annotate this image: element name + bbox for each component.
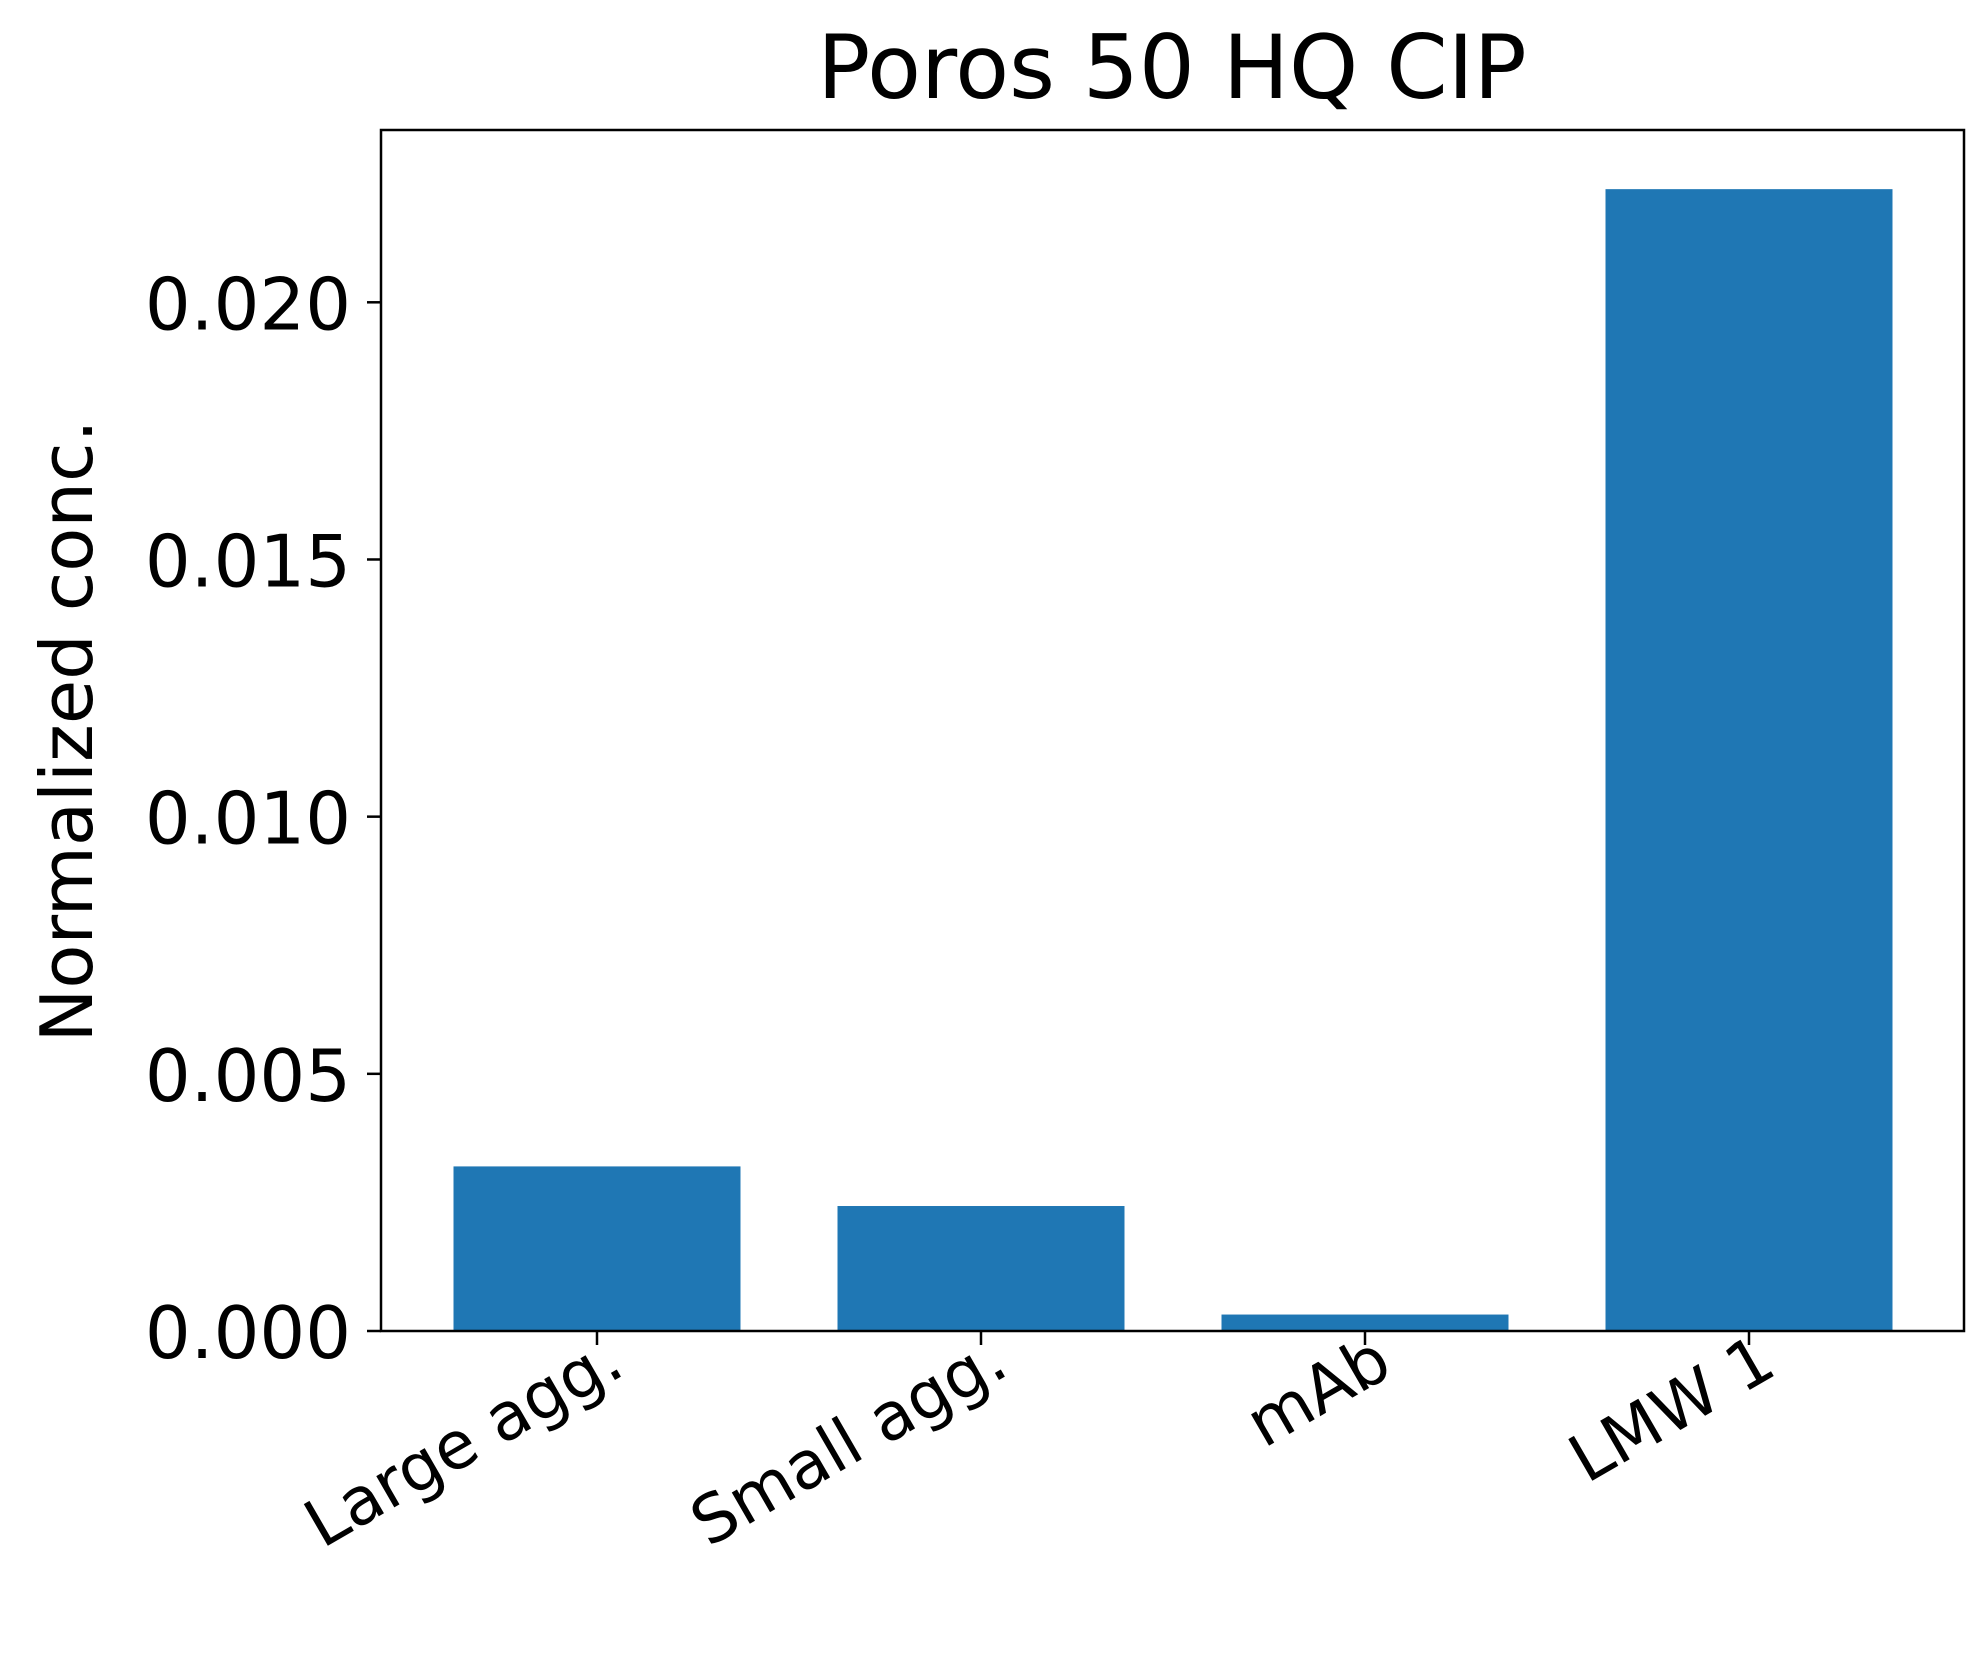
y-ticks-group: 0.000 0.005 0.010 0.015 0.020 <box>145 262 381 1375</box>
bar-3 <box>1605 189 1893 1331</box>
y-tick-label: 0.015 <box>145 519 351 603</box>
y-tick-label: 0.000 <box>145 1291 351 1375</box>
bar-0 <box>453 1166 741 1331</box>
x-tick-label: LMW 1 <box>1556 1320 1787 1498</box>
y-axis-label: Normalized conc. <box>25 420 109 1043</box>
x-tick-label: Small agg. <box>678 1320 1019 1561</box>
x-ticks-group: Large agg. Small agg. mAb LMW 1 <box>292 1320 1787 1563</box>
x-tick-label: mAb <box>1233 1320 1403 1462</box>
y-tick-label: 0.020 <box>145 262 351 346</box>
plot-frame <box>379 128 1966 1333</box>
y-tick-label: 0.010 <box>145 777 351 861</box>
bars-group <box>453 189 1893 1331</box>
y-tick-label: 0.005 <box>145 1034 351 1118</box>
bar-2 <box>1221 1314 1509 1331</box>
bar-1 <box>837 1206 1125 1331</box>
chart-title: Poros 50 HQ CIP <box>817 16 1527 119</box>
